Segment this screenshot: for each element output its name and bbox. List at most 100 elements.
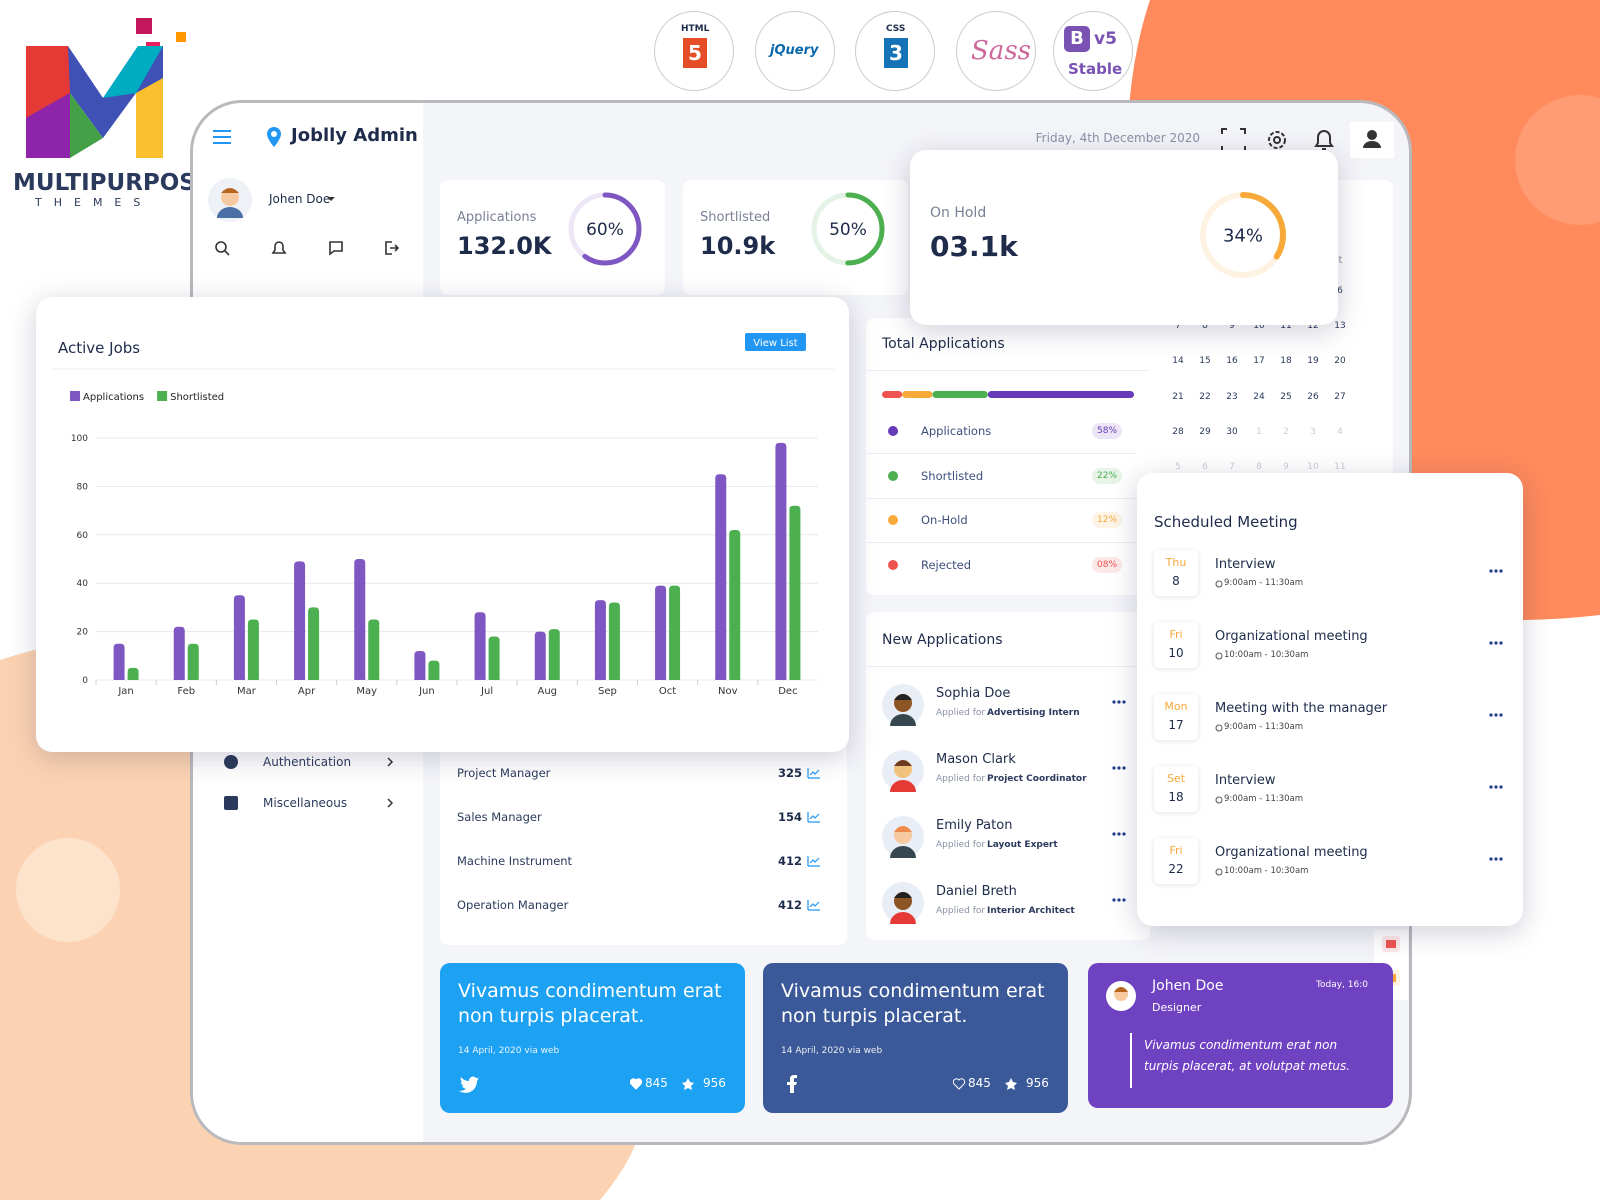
progress-segment: [932, 391, 988, 398]
menu-toggle[interactable]: [210, 125, 236, 149]
more-menu[interactable]: [1489, 568, 1505, 574]
user-name[interactable]: Johen Doe: [269, 192, 331, 206]
menu-item[interactable]: Authentication: [263, 755, 352, 769]
calendar-day[interactable]: 10: [1307, 462, 1319, 472]
legend-percent: 08%: [1092, 556, 1123, 573]
user-dropdown-caret[interactable]: [326, 194, 336, 204]
meeting-date: 8: [1172, 574, 1180, 588]
calendar-day[interactable]: 7: [1175, 321, 1181, 331]
calendar-day[interactable]: 13: [1334, 321, 1346, 331]
legend-dot: [888, 515, 898, 525]
calendar-day[interactable]: 10: [1253, 321, 1265, 331]
bar: [368, 619, 380, 680]
settings-icon[interactable]: [1268, 131, 1286, 149]
ring-label: 50%: [829, 220, 867, 240]
search-icon[interactable]: [215, 241, 230, 256]
applied-prefix: Applied for: [936, 774, 986, 784]
calendar-day[interactable]: 19: [1307, 356, 1319, 366]
calendar-day[interactable]: 25: [1280, 392, 1292, 402]
meeting-title: Interview: [1215, 773, 1276, 788]
more-menu[interactable]: [1112, 765, 1128, 771]
post-text: Vivamus condimentum erat non turpis plac…: [458, 980, 722, 1027]
date-box: Fri 10: [1154, 622, 1198, 668]
calendar-day[interactable]: 16: [1226, 356, 1238, 366]
calendar-day[interactable]: 3: [1310, 427, 1316, 437]
post-meta: 14 April, 2020 via web: [458, 1046, 560, 1056]
meeting-date: 10: [1168, 646, 1184, 660]
calendar-day[interactable]: 28: [1172, 427, 1184, 437]
calendar-day[interactable]: 11: [1334, 462, 1346, 472]
meeting-date: 17: [1168, 718, 1184, 732]
applied-role: Project Coordinator: [987, 774, 1087, 784]
calendar-day[interactable]: 8: [1202, 321, 1208, 331]
menu-item[interactable]: Miscellaneous: [263, 796, 348, 810]
more-menu[interactable]: [1489, 784, 1505, 790]
calendar-day[interactable]: 7: [1229, 462, 1235, 472]
calendar-day[interactable]: 6: [1337, 286, 1343, 296]
profile-post-card: Johen Doe Designer Today, 16:0 Vivamus cond…: [1088, 963, 1393, 1108]
y-tick-label: 80: [77, 482, 89, 492]
active-jobs-card: Active Jobs View List Applications Shortlis…: [36, 297, 849, 752]
logout-icon[interactable]: [385, 241, 400, 255]
calendar-day[interactable]: 22: [1199, 392, 1211, 402]
ring-progress: [1200, 192, 1286, 278]
author-role: Designer: [1152, 1001, 1202, 1014]
calendar-day[interactable]: 24: [1253, 392, 1265, 402]
tech-badge: jQuery: [755, 11, 835, 91]
calendar-day[interactable]: 26: [1307, 392, 1319, 402]
dot: [1489, 857, 1493, 861]
stat-label: Shortlisted: [700, 210, 771, 225]
job-title: Machine Instrument: [457, 854, 573, 868]
trend-line: [807, 900, 820, 911]
job-title: Sales Manager: [457, 810, 542, 824]
notification-icon[interactable]: [1314, 130, 1334, 150]
calendar-day[interactable]: 6: [1202, 462, 1208, 472]
more-menu[interactable]: [1112, 897, 1128, 903]
stat-card: Shortlisted 10.9k 50%: [683, 180, 908, 295]
applicant-avatar: [882, 684, 924, 726]
more-menu[interactable]: [1489, 640, 1505, 646]
meeting-day: Set: [1166, 772, 1186, 785]
calendar-day[interactable]: 21: [1172, 392, 1184, 402]
post-time: Today, 16:0: [1316, 980, 1368, 990]
calendar-day[interactable]: 14: [1172, 356, 1184, 366]
calendar-day[interactable]: 8: [1256, 462, 1262, 472]
calendar-day[interactable]: 11: [1280, 321, 1292, 331]
facebook-icon: [787, 1075, 797, 1093]
calendar-day[interactable]: 9: [1229, 321, 1235, 331]
legend-name: Applications: [921, 424, 992, 438]
view-list-button[interactable]: [745, 333, 806, 351]
calendar-day[interactable]: 9: [1283, 462, 1289, 472]
calendar-day[interactable]: 30: [1226, 427, 1238, 437]
dot: [1117, 766, 1121, 770]
job-count: 412: [777, 898, 802, 912]
fullscreen-icon[interactable]: [1221, 128, 1246, 152]
calendar-day[interactable]: 27: [1334, 392, 1346, 402]
active-jobs-chart: Active Jobs View List Applications Shortlis…: [51, 333, 834, 697]
calendar-day[interactable]: 12: [1307, 321, 1319, 331]
calendar-day[interactable]: 20: [1334, 356, 1346, 366]
clock-icon: [1215, 868, 1223, 876]
more-menu[interactable]: [1489, 712, 1505, 718]
app-logo-icon: [267, 127, 281, 147]
calendar-day[interactable]: 1: [1256, 427, 1262, 437]
calendar-day[interactable]: 5: [1175, 462, 1181, 472]
calendar-day[interactable]: 4: [1337, 427, 1343, 437]
more-menu[interactable]: [1489, 856, 1505, 862]
bar: [669, 585, 681, 680]
meeting-time: 10:00am - 10:30am: [1224, 866, 1309, 876]
avatar-hair: [894, 694, 912, 700]
calendar-day[interactable]: 17: [1253, 356, 1265, 366]
calendar-day[interactable]: 18: [1280, 356, 1292, 366]
calendar-day[interactable]: 23: [1226, 392, 1238, 402]
date-box: Fri 22: [1154, 838, 1198, 884]
more-menu[interactable]: [1112, 831, 1128, 837]
bar: [247, 619, 259, 680]
bell-icon[interactable]: [271, 241, 287, 254]
trend-line: [807, 768, 820, 779]
calendar-day[interactable]: 2: [1283, 427, 1289, 437]
chat-icon[interactable]: [329, 241, 343, 256]
more-menu[interactable]: [1112, 699, 1128, 705]
calendar-day[interactable]: 15: [1199, 356, 1211, 366]
calendar-day[interactable]: 29: [1199, 427, 1211, 437]
